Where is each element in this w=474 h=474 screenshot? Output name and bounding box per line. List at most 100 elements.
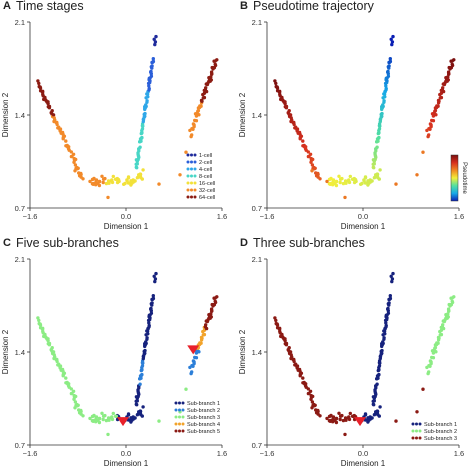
data-point bbox=[363, 181, 368, 185]
data-point bbox=[431, 356, 436, 360]
x-axis-label: Dimension 1 bbox=[104, 222, 149, 231]
data-point bbox=[446, 312, 450, 316]
data-point bbox=[138, 377, 142, 381]
y-tick-label: 1.4 bbox=[15, 111, 25, 120]
data-point bbox=[215, 58, 219, 62]
y-tick-label: 0.7 bbox=[15, 204, 25, 213]
data-point bbox=[447, 72, 451, 77]
data-point bbox=[73, 406, 77, 410]
data-point bbox=[202, 332, 207, 337]
data-point bbox=[311, 394, 315, 399]
data-point bbox=[111, 411, 116, 416]
data-point bbox=[452, 295, 456, 299]
data-point bbox=[377, 127, 382, 131]
data-point bbox=[140, 414, 144, 418]
legend-marker bbox=[178, 422, 181, 426]
data-point bbox=[143, 111, 147, 116]
data-point bbox=[428, 122, 433, 126]
data-point bbox=[312, 167, 316, 171]
data-point bbox=[318, 414, 322, 418]
data-point bbox=[72, 397, 76, 401]
data-point bbox=[115, 180, 120, 185]
data-point bbox=[90, 414, 95, 419]
data-point bbox=[368, 180, 372, 184]
data-point bbox=[154, 271, 158, 276]
data-point bbox=[46, 101, 50, 106]
data-point bbox=[433, 112, 437, 117]
data-point bbox=[135, 399, 139, 403]
data-point bbox=[110, 417, 115, 422]
data-point bbox=[375, 140, 379, 144]
data-point bbox=[191, 359, 196, 363]
legend-marker bbox=[193, 195, 197, 199]
data-point bbox=[274, 81, 278, 86]
data-point bbox=[428, 127, 432, 131]
legend-marker bbox=[174, 415, 178, 419]
data-point bbox=[106, 416, 111, 420]
data-point bbox=[106, 195, 110, 200]
y-tick-label: 2.1 bbox=[252, 255, 262, 264]
data-point bbox=[71, 152, 76, 156]
data-point bbox=[73, 400, 78, 404]
data-point bbox=[318, 177, 322, 181]
legend-marker bbox=[178, 415, 181, 419]
y-tick-label: 2.1 bbox=[15, 255, 25, 264]
data-point bbox=[337, 411, 341, 415]
data-point bbox=[67, 145, 71, 149]
legend-marker bbox=[186, 181, 190, 185]
data-point bbox=[433, 345, 438, 350]
data-point bbox=[377, 414, 381, 418]
data-point bbox=[64, 376, 68, 380]
legend-marker bbox=[190, 188, 193, 192]
data-point bbox=[284, 104, 289, 109]
data-point bbox=[141, 168, 145, 172]
data-point bbox=[340, 413, 344, 418]
data-point bbox=[446, 75, 450, 79]
data-point bbox=[126, 181, 131, 185]
data-point bbox=[340, 176, 344, 181]
data-point bbox=[149, 311, 154, 315]
data-point bbox=[136, 391, 141, 395]
legend-label: Sub-branch 3 bbox=[424, 436, 457, 442]
legend-marker bbox=[415, 429, 418, 433]
data-point bbox=[199, 98, 204, 103]
data-point bbox=[288, 113, 293, 117]
panel-title: Three sub-branches bbox=[253, 236, 365, 250]
data-point bbox=[386, 306, 390, 311]
data-point bbox=[327, 182, 332, 186]
data-point bbox=[348, 174, 352, 179]
legend-label: Sub-branch 3 bbox=[187, 415, 220, 421]
data-point bbox=[146, 332, 150, 336]
data-point bbox=[213, 299, 217, 303]
data-point bbox=[375, 382, 379, 386]
data-point bbox=[106, 432, 110, 437]
data-point bbox=[351, 177, 356, 181]
data-point bbox=[390, 40, 395, 44]
data-point bbox=[138, 382, 142, 386]
data-point bbox=[373, 154, 378, 158]
data-point bbox=[287, 109, 291, 113]
data-point bbox=[288, 350, 293, 354]
data-point bbox=[383, 81, 388, 86]
data-point bbox=[114, 177, 119, 181]
data-point bbox=[140, 364, 145, 368]
data-point bbox=[69, 387, 74, 391]
data-point bbox=[306, 150, 310, 154]
data-point bbox=[433, 349, 437, 353]
legend-label: Sub-branch 5 bbox=[187, 429, 220, 435]
data-point bbox=[209, 315, 213, 319]
data-point bbox=[387, 301, 391, 305]
data-point bbox=[375, 377, 379, 381]
legend-marker bbox=[411, 422, 415, 426]
data-point bbox=[215, 295, 219, 299]
data-point bbox=[372, 166, 376, 170]
data-point bbox=[306, 387, 310, 391]
data-point bbox=[428, 364, 432, 368]
data-point bbox=[148, 316, 152, 320]
legend-marker bbox=[193, 174, 197, 178]
legend-label: 16-cell bbox=[199, 181, 215, 187]
data-point bbox=[138, 411, 142, 415]
data-point bbox=[147, 84, 151, 88]
data-point bbox=[147, 323, 151, 328]
data-point bbox=[37, 318, 41, 323]
